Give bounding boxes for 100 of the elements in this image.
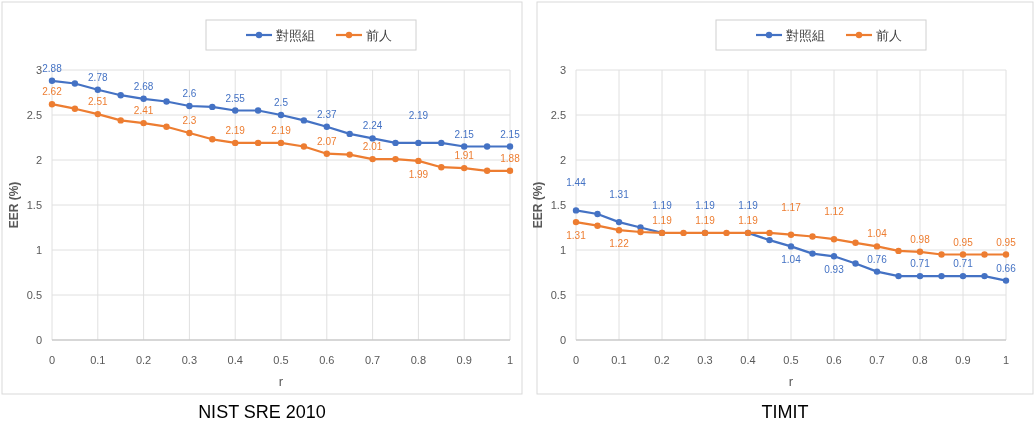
data-label: 1.04: [867, 228, 888, 240]
point: [981, 272, 988, 280]
data-label: 0.76: [867, 253, 888, 265]
point: [323, 123, 330, 130]
point: [572, 207, 580, 214]
point: [766, 236, 773, 244]
x-tick-label: 0.7: [364, 354, 381, 366]
data-label: 2.78: [88, 71, 108, 83]
y-tick-label: 3: [559, 64, 566, 76]
data-label: 1.31: [566, 230, 587, 242]
data-label: 2.07: [317, 135, 337, 147]
y-tick-label: 1: [35, 244, 42, 256]
data-label: 2.24: [362, 120, 383, 132]
legend-label: 前人: [366, 28, 392, 43]
data-label: 2.15: [500, 128, 521, 140]
x-tick-label: 0.1: [90, 354, 106, 366]
point: [594, 210, 601, 218]
point: [438, 139, 445, 147]
x-tick-label: 0.3: [697, 354, 713, 366]
point: [71, 80, 79, 87]
x-tick-label: 0.9: [456, 354, 472, 366]
point: [369, 155, 376, 163]
data-label: 2.19: [271, 124, 292, 136]
data-label: 1.88: [500, 152, 521, 164]
point: [300, 143, 308, 150]
point: [830, 236, 838, 243]
data-label: 1.31: [609, 189, 630, 201]
point: [959, 272, 967, 280]
legend-label: 對照組: [786, 28, 825, 43]
y-tick-label: 0.5: [550, 289, 566, 301]
y-tick-label: 0: [559, 334, 566, 346]
data-label: 1.17: [781, 201, 802, 213]
y-tick-label: 1.5: [26, 199, 42, 211]
point: [163, 98, 170, 105]
point: [277, 139, 285, 147]
x-tick-label: 0.5: [273, 354, 289, 366]
point: [938, 272, 945, 280]
point: [615, 218, 623, 226]
point: [938, 251, 945, 258]
y-tick-label: 1.5: [550, 199, 566, 211]
point: [852, 260, 859, 267]
point: [483, 167, 491, 174]
point: [277, 111, 285, 119]
point: [787, 231, 795, 238]
point: [895, 247, 902, 255]
point: [209, 103, 216, 111]
point: [916, 248, 924, 255]
point: [392, 139, 399, 147]
x-tick-label: 0: [48, 354, 56, 366]
legend-label: 對照組: [276, 28, 315, 43]
x-tick-label: 0.8: [912, 354, 928, 366]
point: [637, 228, 644, 236]
data-label: 2.19: [408, 109, 429, 121]
data-label: 0.93: [824, 264, 845, 276]
point: [254, 139, 262, 147]
point: [1002, 277, 1010, 284]
point: [572, 218, 580, 226]
point: [506, 143, 514, 150]
point: [506, 167, 514, 174]
point: [461, 143, 468, 150]
point: [680, 229, 687, 237]
point: [117, 92, 124, 99]
point: [483, 143, 491, 150]
x-tick-label: 1: [1002, 354, 1010, 366]
point: [766, 229, 773, 237]
data-label: 1.99: [408, 168, 429, 180]
data-label: 2.55: [225, 92, 246, 104]
data-label: 2.3: [182, 115, 197, 126]
data-label: 1.19: [738, 214, 759, 226]
point: [415, 157, 422, 165]
y-tick-label: 0: [35, 334, 42, 346]
y-tick-label: 2: [559, 154, 566, 166]
x-tick-label: 0.4: [227, 354, 243, 366]
point: [594, 222, 601, 229]
point: [48, 77, 56, 84]
point: [809, 233, 816, 240]
x-axis-title: r: [788, 374, 794, 389]
x-axis-title: r: [278, 374, 284, 389]
point: [94, 110, 101, 118]
point: [300, 117, 308, 124]
point: [140, 95, 147, 102]
data-label: 1.19: [652, 214, 673, 226]
data-label: 2.68: [133, 80, 154, 92]
point: [346, 151, 353, 158]
point: [895, 272, 902, 280]
legend-label: 前人: [876, 28, 902, 43]
point: [415, 139, 422, 147]
point: [959, 251, 967, 258]
data-label: 0.66: [996, 262, 1017, 274]
point: [232, 139, 239, 147]
data-label: 2.15: [454, 128, 475, 140]
data-label: 2.19: [225, 124, 246, 136]
point: [392, 155, 399, 163]
x-tick-label: 0.6: [319, 354, 335, 366]
point: [369, 135, 376, 142]
text: TIMIT: [761, 402, 809, 422]
y-tick-label: 0.5: [26, 289, 42, 301]
point: [186, 102, 193, 110]
data-label: 1.12: [824, 206, 845, 218]
point: [830, 253, 838, 260]
